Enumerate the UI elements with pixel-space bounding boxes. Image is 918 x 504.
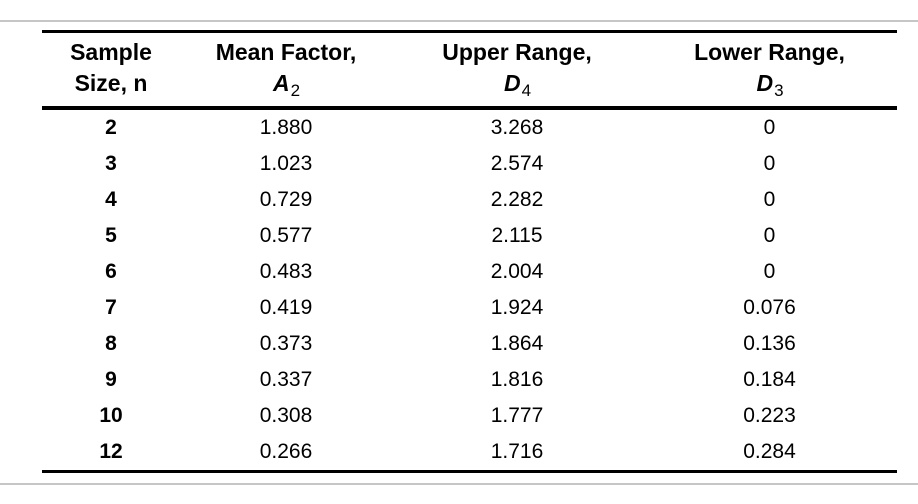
cell-sample-size: 4	[105, 188, 117, 211]
cell-upper-range: 1.816	[490, 368, 544, 391]
table-row: 2 1.880 3.268 0	[42, 108, 897, 146]
cell-upper-range: 2.004	[490, 260, 544, 283]
header-line: Mean Factor,	[215, 39, 357, 65]
cell-upper-range: 2.282	[490, 188, 544, 211]
cell-lower-range: 0.136	[743, 332, 796, 355]
page-top-divider	[0, 20, 918, 22]
header-line: Sample	[70, 39, 152, 65]
cell-upper-range: 3.268	[490, 116, 544, 139]
table-row: 9 0.337 1.816 0.184	[42, 362, 897, 398]
col-header-upper-range: Upper Range, D4	[392, 31, 642, 110]
cell-upper-range: 1.864	[490, 332, 544, 355]
cell-lower-range: 0	[763, 152, 776, 175]
header-line: Size, n	[74, 70, 148, 96]
header-symbol-a2: A2	[272, 70, 301, 100]
header-line: Lower Range,	[694, 39, 845, 65]
cell-sample-size: 5	[105, 224, 117, 247]
cell-lower-range: 0	[763, 260, 776, 283]
table-row: 10 0.308 1.777 0.223	[42, 398, 897, 434]
cell-upper-range: 1.924	[490, 296, 544, 319]
cell-sample-size: 10	[99, 404, 123, 427]
col-header-mean-factor: Mean Factor, A2	[180, 31, 392, 110]
cell-sample-size: 8	[105, 332, 117, 355]
table-row: 12 0.266 1.716 0.284	[42, 434, 897, 472]
table-row: 5 0.577 2.115 0	[42, 218, 897, 254]
cell-lower-range: 0.223	[743, 404, 796, 427]
cell-mean-factor: 0.483	[259, 260, 313, 283]
cell-lower-range: 0	[763, 116, 776, 139]
table-row: 4 0.729 2.282 0	[42, 182, 897, 218]
cell-sample-size: 3	[105, 152, 117, 175]
header-row: Sample Size, n Mean Factor, A2 Upper Ran…	[42, 31, 897, 110]
header-symbol-d4: D4	[503, 70, 532, 100]
cell-sample-size: 12	[99, 440, 123, 463]
cell-mean-factor: 1.880	[259, 116, 313, 139]
cell-lower-range: 0.284	[743, 440, 796, 463]
table-body: 2 1.880 3.268 0 3 1.023 2.574 0 4 0.729 2.282 0 5 0.5…	[42, 108, 897, 472]
cell-mean-factor: 0.337	[259, 368, 313, 391]
col-header-sample-size: Sample Size, n	[42, 31, 180, 110]
table-row: 8 0.373 1.864 0.136	[42, 326, 897, 362]
header-line: Upper Range,	[442, 39, 592, 65]
cell-mean-factor: 1.023	[259, 152, 313, 175]
table-row: 3 1.023 2.574 0	[42, 146, 897, 182]
cell-lower-range: 0.076	[743, 296, 796, 319]
cell-sample-size: 6	[105, 260, 117, 283]
cell-upper-range: 1.777	[490, 404, 544, 427]
cell-sample-size: 2	[105, 116, 117, 139]
cell-lower-range: 0	[763, 224, 776, 247]
cell-mean-factor: 0.266	[259, 440, 313, 463]
cell-mean-factor: 0.308	[259, 404, 313, 427]
control-chart-factors-table: Sample Size, n Mean Factor, A2 Upper Ran…	[42, 30, 897, 473]
cell-mean-factor: 0.419	[259, 296, 313, 319]
cell-upper-range: 2.115	[491, 224, 543, 247]
cell-mean-factor: 0.373	[259, 332, 313, 355]
control-chart-factors-table-container: Sample Size, n Mean Factor, A2 Upper Ran…	[42, 30, 897, 473]
header-symbol-d3: D3	[756, 70, 784, 100]
page-bottom-divider	[0, 483, 918, 485]
cell-mean-factor: 0.577	[259, 224, 313, 247]
table-row: 6 0.483 2.004 0	[42, 254, 897, 290]
cell-sample-size: 9	[105, 368, 117, 391]
table-row: 7 0.419 1.924 0.076	[42, 290, 897, 326]
cell-lower-range: 0	[763, 188, 776, 211]
cell-upper-range: 2.574	[490, 152, 544, 175]
cell-mean-factor: 0.729	[259, 188, 313, 211]
cell-sample-size: 7	[105, 296, 117, 319]
col-header-lower-range: Lower Range, D3	[642, 31, 897, 110]
cell-lower-range: 0.184	[743, 368, 796, 391]
cell-upper-range: 1.716	[490, 440, 544, 463]
